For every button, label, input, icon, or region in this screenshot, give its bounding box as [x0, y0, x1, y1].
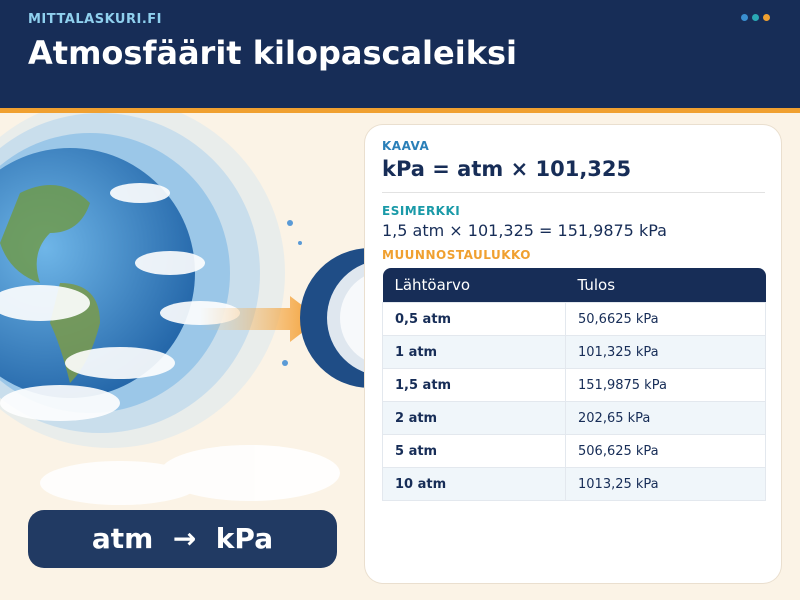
formula: kPa = atm × 101,325 — [382, 157, 632, 181]
table-cell: 2 atm — [382, 401, 566, 435]
table-row: 5 atm 506,625 kPa — [382, 434, 766, 468]
table-body: 0,5 atm 50,6625 kPa 1 atm 101,325 kPa 1,5 at… — [382, 302, 766, 501]
table-cell: 202,65 kPa — [565, 401, 766, 435]
table-cell: 10 atm — [382, 467, 566, 501]
table-cell: 506,625 kPa — [565, 434, 766, 468]
table-cell: 0,5 atm — [382, 302, 566, 336]
table-cell: 5 atm — [382, 434, 566, 468]
table-cell: 1,5 atm — [382, 368, 566, 402]
example: 1,5 atm × 101,325 = 151,9875 kPa — [382, 221, 667, 240]
header-cell: Tulos — [565, 268, 766, 303]
example-label: ESIMERKKI — [382, 204, 461, 218]
dots — [741, 14, 770, 21]
header: MITTALASKURI.FI Atmosfäärit kilopascalei… — [0, 0, 800, 113]
table-header: Lähtöarvo Tulos — [382, 268, 766, 303]
info-card: KAAVA kPa = atm × 101,325 ESIMERKKI 1,5 … — [365, 125, 781, 583]
separator — [382, 192, 765, 193]
table-cell: 50,6625 kPa — [565, 302, 766, 336]
table-row: 0,5 atm 50,6625 kPa — [382, 302, 766, 336]
table-cell: 151,9875 kPa — [565, 368, 766, 402]
page-title: Atmosfäärit kilopascaleiksi — [28, 34, 517, 72]
header-cell: Lähtöarvo — [382, 268, 566, 303]
table-row: 1,5 atm 151,9875 kPa — [382, 368, 766, 402]
table-row: 1 atm 101,325 kPa — [382, 335, 766, 369]
table-cell: 1013,25 kPa — [565, 467, 766, 501]
table-cell: 1 atm — [382, 335, 566, 369]
table-label: MUUNNOSTAULUKKO — [382, 248, 531, 262]
unit-badge: atm → kPa — [28, 510, 337, 568]
conversion-table: Lähtöarvo Tulos 0,5 atm 50,6625 kPa 1 atm 1… — [382, 268, 766, 501]
formula-label: KAAVA — [382, 139, 430, 153]
table-row: 2 atm 202,65 kPa — [382, 401, 766, 435]
table-cell: 101,325 kPa — [565, 335, 766, 369]
illustration — [0, 113, 370, 505]
site-name: MITTALASKURI.FI — [28, 12, 162, 27]
table-row: 10 atm 1013,25 kPa — [382, 467, 766, 501]
